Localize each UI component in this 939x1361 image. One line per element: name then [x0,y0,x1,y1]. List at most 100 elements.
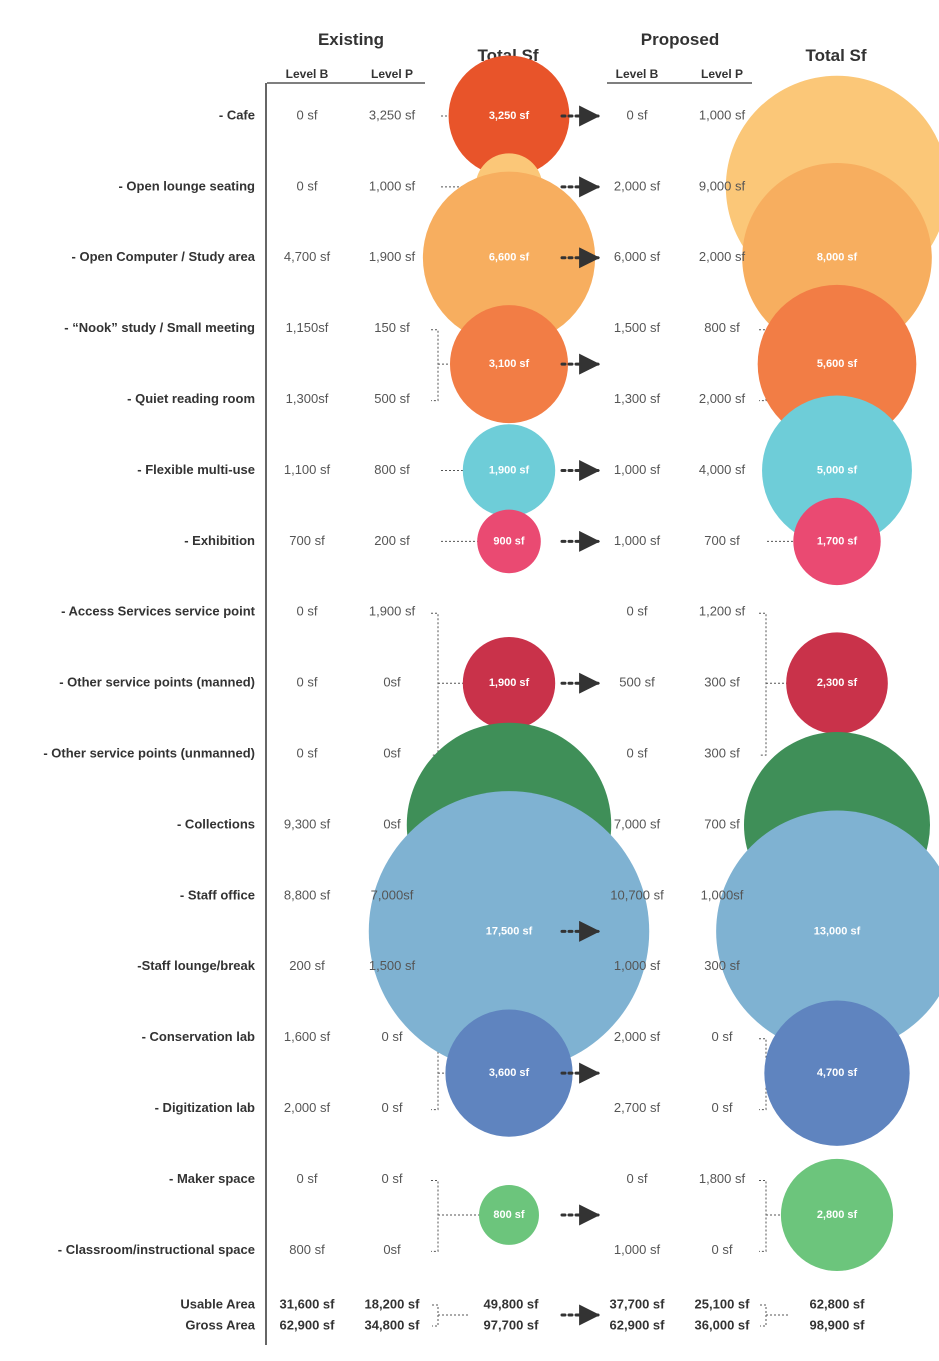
existing-level-p-value: 0 sf [382,1029,403,1044]
proposed-total-bubble-label: 2,800 sf [817,1209,858,1221]
proposed-level-b-value: 0 sf [627,1171,648,1186]
row-label: - Digitization lab [155,1100,255,1115]
proposed-level-p-value: 2,000 sf [699,249,746,264]
proposed-level-b-value: 0 sf [627,746,648,761]
row-label: - Access Services service point [61,604,256,619]
existing-total-bubble-label: 800 sf [493,1209,525,1221]
row-label: - Quiet reading room [127,391,255,406]
row-label: - Staff office [180,887,255,902]
existing-level-p-header: Level P [371,67,413,81]
existing-level-b-value: 0 sf [297,746,318,761]
existing-level-b-value: 0 sf [297,1171,318,1186]
proposed-group-bracket [759,612,837,756]
totals-label: Gross Area [185,1317,255,1332]
existing-level-b-value: 200 sf [289,958,325,973]
proposed-level-b-value: 1,300 sf [614,391,661,406]
proposed-level-b-value: 1,000 sf [614,533,661,548]
row-layer: - Cafe 0 sf 3,250 sf 0 sf 1,000 sf - Open lou… [43,107,745,1256]
proposed-level-p-value: 0 sf [712,1029,733,1044]
existing-level-b-total: 62,900 sf [280,1317,336,1332]
proposed-group-bracket [759,1180,837,1252]
proposed-total-bubble [757,284,917,444]
existing-group-bracket [431,329,509,402]
proposed-level-p-value: 300 sf [704,675,740,690]
row-label: - Conservation lab [142,1029,255,1044]
proposed-level-p-total: 25,100 sf [695,1296,751,1311]
existing-level-b-header: Level B [286,67,329,81]
proposed-level-b-value: 0 sf [627,604,648,619]
proposed-total-bubble [764,1000,910,1146]
proposed-level-p-value: 2,000 sf [699,391,746,406]
proposed-level-b-value: 7,000 sf [614,816,661,831]
proposed-level-p-value: 0 sf [712,1242,733,1257]
proposed-level-b-value: 1,000 sf [614,958,661,973]
proposed-level-p-value: 4,000 sf [699,462,746,477]
proposed-level-p-value: 1,200 sf [699,604,746,619]
row-label: - Collections [177,816,255,831]
proposed-level-p-value: 1,800 sf [699,1171,746,1186]
existing-header: Existing [318,30,384,49]
existing-group-bracket [431,1180,509,1252]
proposed-level-b-value: 2,000 sf [614,1029,661,1044]
proposed-total-bubble-label: 5,000 sf [817,464,858,476]
existing-level-b-value: 1,600 sf [284,1029,331,1044]
proposed-level-p-value: 1,000 sf [699,107,746,122]
existing-level-b-total: 31,600 sf [280,1296,336,1311]
row-label: - “Nook” study / Small meeting [64,320,255,335]
proposed-level-p-value: 0 sf [712,1100,733,1115]
existing-level-p-value: 800 sf [374,462,410,477]
existing-total-bubble [477,509,541,574]
proposed-total-bubble-label: 8,000 sf [817,252,858,264]
row-label: - Open lounge seating [118,178,255,193]
proposed-level-b-header: Level B [616,67,659,81]
proposed-grand-total: 98,900 sf [810,1317,866,1332]
proposed-total-bubble-label: 5,600 sf [817,358,858,370]
row-label: - Flexible multi-use [137,462,255,477]
proposed-level-b-total: 37,700 sf [610,1296,666,1311]
row-label: - Other service points (unmanned) [43,746,255,761]
existing-level-p-value: 1,500 sf [369,958,416,973]
totals-label: Usable Area [180,1296,255,1311]
existing-total-bubble [368,791,650,1072]
proposed-level-b-value: 2,000 sf [614,178,661,193]
existing-level-b-value: 9,300 sf [284,816,331,831]
totals-proposed-bracket [760,1304,790,1327]
existing-level-b-value: 4,700 sf [284,249,331,264]
existing-total-bubble-label: 900 sf [493,535,525,547]
existing-level-b-value: 2,000 sf [284,1100,331,1115]
proposed-total-bubble-label: 13,000 sf [814,925,861,937]
existing-level-p-value: 150 sf [374,320,410,335]
proposed-level-b-value: 1,500 sf [614,320,661,335]
row-label: -Staff lounge/break [137,958,256,973]
existing-total-bubble [445,1009,573,1137]
proposed-level-b-value: 2,700 sf [614,1100,661,1115]
proposed-level-b-value: 1,000 sf [614,462,661,477]
existing-total-bubble [448,55,570,177]
proposed-level-p-value: 9,000 sf [699,178,746,193]
existing-level-b-value: 1,100 sf [284,462,331,477]
proposed-total-bubble-label: 2,300 sf [817,677,858,689]
existing-total-bubble [422,171,596,344]
existing-total-bubble-label: 17,500 sf [486,925,533,937]
proposed-level-p-value: 700 sf [704,816,740,831]
proposed-level-p-value: 800 sf [704,320,740,335]
proposed-total-bubble [780,1158,894,1272]
existing-level-b-value: 1,150sf [286,320,329,335]
proposed-level-p-total: 36,000 sf [695,1317,751,1332]
existing-level-p-value: 0sf [383,675,401,690]
row-label: - Open Computer / Study area [72,249,256,264]
totals-layer: Usable Area 31,600 sf 18,200 sf 49,800 sf 37… [180,1296,865,1332]
proposed-level-p-value: 700 sf [704,533,740,548]
existing-total-bubble-label: 1,900 sf [489,677,530,689]
existing-level-p-value: 7,000sf [371,887,414,902]
existing-level-b-value: 700 sf [289,533,325,548]
existing-grand-total: 49,800 sf [484,1296,540,1311]
existing-level-b-value: 1,300sf [286,391,329,406]
existing-level-b-value: 0 sf [297,178,318,193]
existing-total-bubble-label: 3,250 sf [489,110,530,122]
row-label: - Maker space [169,1171,255,1186]
existing-level-p-value: 0sf [383,746,401,761]
proposed-group-bracket [759,1038,837,1111]
existing-total-bubble-label: 1,900 sf [489,464,530,476]
